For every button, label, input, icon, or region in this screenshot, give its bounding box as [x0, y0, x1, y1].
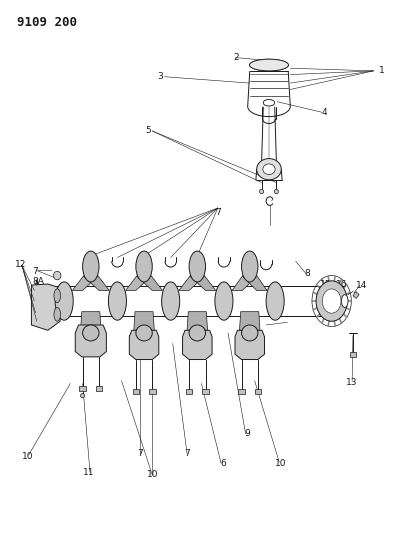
Text: 8: 8 — [304, 269, 310, 278]
Ellipse shape — [242, 251, 258, 282]
Polygon shape — [190, 276, 216, 290]
Ellipse shape — [242, 325, 258, 341]
Ellipse shape — [263, 100, 275, 106]
Ellipse shape — [249, 59, 289, 71]
Polygon shape — [31, 284, 60, 330]
Polygon shape — [149, 389, 155, 394]
Text: 12: 12 — [15, 261, 26, 269]
Polygon shape — [83, 276, 109, 290]
Ellipse shape — [162, 282, 180, 320]
Polygon shape — [240, 312, 260, 330]
Polygon shape — [72, 276, 98, 290]
Polygon shape — [126, 276, 151, 290]
Polygon shape — [133, 389, 139, 394]
Text: 11: 11 — [83, 469, 95, 477]
Text: 10: 10 — [21, 452, 33, 461]
Ellipse shape — [189, 251, 206, 282]
Polygon shape — [202, 389, 209, 394]
Ellipse shape — [54, 308, 60, 321]
Ellipse shape — [109, 282, 127, 320]
Text: 4: 4 — [321, 108, 327, 117]
Polygon shape — [186, 389, 192, 394]
Text: 13: 13 — [346, 378, 358, 387]
Text: 10: 10 — [275, 459, 286, 467]
Polygon shape — [235, 330, 265, 360]
Text: 9: 9 — [245, 430, 250, 439]
Polygon shape — [75, 325, 106, 357]
Polygon shape — [182, 330, 212, 360]
Text: 10: 10 — [146, 471, 158, 479]
Ellipse shape — [342, 295, 348, 308]
Polygon shape — [350, 352, 356, 357]
Text: 6: 6 — [220, 459, 226, 467]
Polygon shape — [187, 312, 208, 330]
Ellipse shape — [55, 282, 73, 320]
Ellipse shape — [274, 189, 278, 193]
Text: 7: 7 — [32, 268, 38, 276]
Text: 1: 1 — [379, 67, 385, 75]
Polygon shape — [232, 276, 257, 290]
Polygon shape — [242, 276, 267, 290]
Ellipse shape — [260, 189, 264, 193]
Ellipse shape — [322, 289, 341, 313]
Text: 15: 15 — [320, 279, 331, 288]
Polygon shape — [129, 330, 159, 360]
Ellipse shape — [263, 164, 275, 174]
Polygon shape — [79, 386, 86, 391]
Text: 5: 5 — [145, 126, 151, 135]
Text: 7: 7 — [137, 449, 143, 458]
Text: 7: 7 — [215, 208, 221, 217]
Ellipse shape — [266, 282, 284, 320]
Text: 14: 14 — [356, 280, 367, 289]
Ellipse shape — [215, 282, 233, 320]
Ellipse shape — [136, 251, 152, 282]
Ellipse shape — [53, 271, 61, 280]
Text: 3: 3 — [157, 72, 163, 81]
Text: 8A: 8A — [33, 277, 45, 286]
Ellipse shape — [54, 289, 60, 303]
Text: 2: 2 — [233, 53, 239, 62]
Ellipse shape — [81, 393, 85, 398]
Polygon shape — [81, 312, 101, 330]
Text: 7: 7 — [184, 449, 190, 458]
Polygon shape — [255, 389, 261, 394]
Polygon shape — [353, 292, 359, 298]
Ellipse shape — [83, 251, 99, 282]
Polygon shape — [137, 276, 162, 290]
Ellipse shape — [136, 325, 152, 341]
Ellipse shape — [189, 325, 206, 341]
Polygon shape — [96, 386, 102, 391]
Ellipse shape — [316, 281, 347, 321]
Polygon shape — [134, 312, 154, 330]
Polygon shape — [238, 389, 245, 394]
Ellipse shape — [257, 159, 281, 180]
Ellipse shape — [83, 325, 99, 341]
Polygon shape — [179, 276, 205, 290]
Text: 9109 200: 9109 200 — [17, 15, 77, 29]
Text: 16: 16 — [336, 279, 347, 288]
